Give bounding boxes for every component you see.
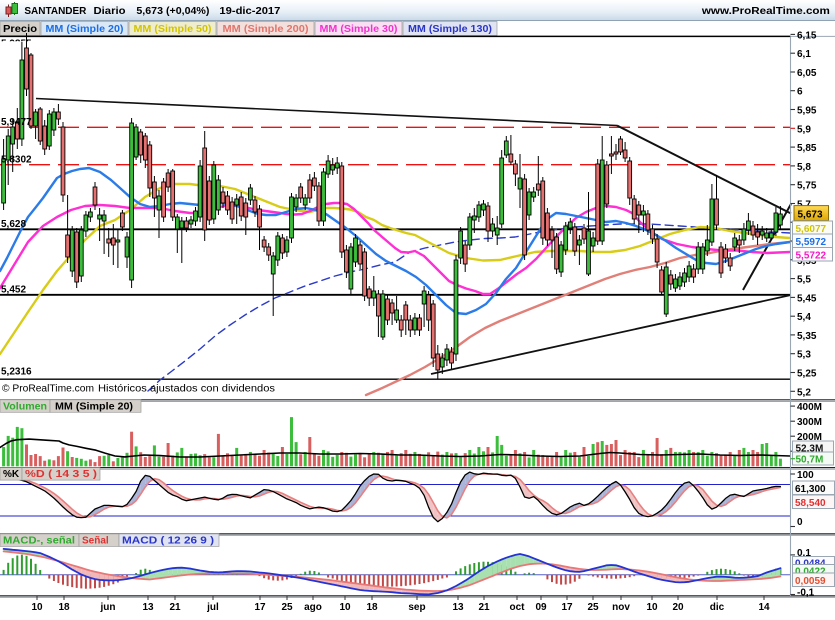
svg-text:MM (Simple 200): MM (Simple 200) — [223, 24, 309, 35]
svg-text:Diario: Diario — [94, 5, 126, 17]
svg-text:5,5972: 5,5972 — [796, 237, 827, 248]
svg-text:17: 17 — [254, 602, 266, 613]
svg-text:21: 21 — [478, 602, 490, 613]
svg-text:5,95: 5,95 — [797, 106, 817, 117]
svg-text:6,1: 6,1 — [797, 49, 811, 60]
svg-text:5,3: 5,3 — [797, 350, 811, 361]
svg-text:18: 18 — [58, 602, 70, 613]
svg-text:0,1: 0,1 — [797, 548, 811, 559]
svg-text:5,2316: 5,2316 — [1, 367, 32, 378]
svg-text:6,05: 6,05 — [797, 68, 817, 79]
svg-text:5,673: 5,673 — [798, 210, 823, 221]
svg-text:Históricos ajustados con divid: Históricos ajustados con dividendos — [98, 384, 275, 395]
svg-text:10: 10 — [646, 602, 658, 613]
svg-text:%K: %K — [3, 469, 20, 480]
svg-text:Volumen: Volumen — [3, 401, 47, 412]
svg-text:5,9855: 5,9855 — [1, 39, 32, 50]
svg-text:0,0484: 0,0484 — [795, 558, 826, 569]
svg-text:MM (Simple 50): MM (Simple 50) — [134, 24, 212, 35]
svg-text:300M: 300M — [797, 417, 822, 428]
svg-text:5,5: 5,5 — [797, 275, 811, 286]
svg-text:6,15: 6,15 — [797, 30, 817, 41]
svg-text:jul: jul — [206, 602, 219, 613]
svg-text:5,35: 5,35 — [797, 331, 817, 342]
svg-text:oct: oct — [510, 602, 526, 613]
svg-text:5,628: 5,628 — [1, 219, 26, 230]
svg-text:jun: jun — [100, 602, 116, 613]
svg-text:MACD-, señal: MACD-, señal — [3, 535, 75, 546]
svg-text:ago: ago — [304, 602, 322, 613]
svg-text:5,8: 5,8 — [797, 162, 811, 173]
svg-text:61,300: 61,300 — [795, 484, 826, 495]
svg-text:5,75: 5,75 — [797, 181, 817, 192]
svg-text:5,2: 5,2 — [797, 387, 811, 398]
svg-text:5,7: 5,7 — [797, 200, 811, 211]
svg-text:10: 10 — [31, 602, 43, 613]
svg-text:0: 0 — [797, 517, 803, 528]
svg-text:%D ( 14 3 5 ): %D ( 14 3 5 ) — [25, 469, 97, 480]
svg-text:17: 17 — [561, 602, 573, 613]
svg-text:0,0059: 0,0059 — [795, 576, 826, 587]
svg-text:www.ProRealTime.com: www.ProRealTime.com — [701, 5, 830, 17]
svg-text:5,5722: 5,5722 — [796, 250, 827, 261]
svg-text:MM (Simple 20): MM (Simple 20) — [55, 401, 133, 412]
svg-text:MM (Simple 20): MM (Simple 20) — [46, 24, 124, 35]
svg-text:5,9: 5,9 — [797, 124, 811, 135]
svg-text:50,7M: 50,7M — [796, 455, 824, 466]
svg-text:13: 13 — [142, 602, 154, 613]
svg-text:25: 25 — [587, 602, 599, 613]
svg-text:5,25: 5,25 — [797, 369, 817, 380]
svg-text:09: 09 — [535, 602, 547, 613]
svg-text:5,45: 5,45 — [797, 293, 817, 304]
svg-text:21: 21 — [169, 602, 181, 613]
svg-text:5,8302: 5,8302 — [1, 155, 32, 166]
svg-text:18: 18 — [366, 602, 378, 613]
svg-text:5,673 (+0,04%): 5,673 (+0,04%) — [136, 5, 209, 17]
svg-text:5,9477: 5,9477 — [1, 117, 32, 128]
svg-text:© ProRealTime.com: © ProRealTime.com — [2, 384, 94, 395]
svg-text:52,3M: 52,3M — [796, 443, 824, 454]
svg-text:sep: sep — [408, 602, 425, 613]
svg-text:14: 14 — [758, 602, 770, 613]
svg-text:5,6077: 5,6077 — [796, 224, 827, 235]
svg-text:nov: nov — [612, 602, 630, 613]
svg-text:-0,1: -0,1 — [797, 588, 815, 599]
svg-text:6: 6 — [797, 87, 803, 98]
svg-text:5,4: 5,4 — [797, 312, 811, 323]
svg-text:13: 13 — [452, 602, 464, 613]
svg-text:5,85: 5,85 — [797, 143, 817, 154]
svg-text:400M: 400M — [797, 402, 822, 413]
svg-text:SANTANDER: SANTANDER — [24, 5, 86, 17]
svg-text:MACD ( 12 26 9 ): MACD ( 12 26 9 ) — [122, 535, 214, 546]
svg-text:5,452: 5,452 — [1, 285, 26, 296]
svg-text:20: 20 — [672, 602, 684, 613]
svg-text:Precio: Precio — [3, 24, 37, 35]
svg-text:25: 25 — [281, 602, 293, 613]
svg-text:0,0422: 0,0422 — [795, 566, 826, 577]
svg-text:Señal: Señal — [82, 535, 109, 546]
svg-text:200M: 200M — [797, 432, 822, 443]
svg-text:10: 10 — [339, 602, 351, 613]
svg-text:100: 100 — [797, 470, 814, 481]
svg-text:58,540: 58,540 — [795, 498, 826, 509]
svg-text:dic: dic — [710, 602, 725, 613]
svg-text:19-dic-2017: 19-dic-2017 — [219, 5, 280, 17]
svg-text:MM (Simple 130): MM (Simple 130) — [408, 24, 492, 35]
svg-text:MM (Simple 30): MM (Simple 30) — [320, 24, 398, 35]
